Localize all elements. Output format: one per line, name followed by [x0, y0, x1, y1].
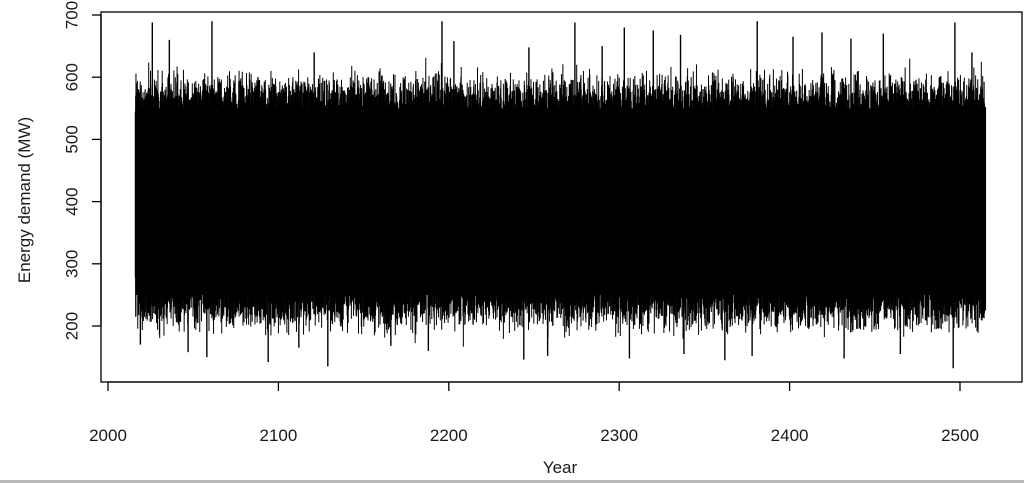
x-tick-label: 2300 — [600, 426, 638, 445]
x-axis: 2000 2100 2200 2300 2400 2500 — [89, 382, 979, 445]
y-tick-label: 300 — [63, 250, 82, 278]
x-tick-label: 2000 — [89, 426, 127, 445]
y-axis-label: Energy demand (MW) — [15, 117, 34, 283]
x-tick-label: 2500 — [941, 426, 979, 445]
y-tick-label: 400 — [63, 187, 82, 215]
y-tick-label: 600 — [63, 63, 82, 91]
x-tick-label: 2400 — [771, 426, 809, 445]
x-tick-label: 2200 — [430, 426, 468, 445]
y-tick-label: 200 — [63, 312, 82, 340]
bottom-rule — [0, 480, 1024, 483]
x-axis-label: Year — [543, 458, 578, 477]
series-energy-demand — [134, 21, 987, 369]
x-tick-label: 2100 — [259, 426, 297, 445]
y-axis: 200 300 400 500 600 700 — [63, 1, 101, 340]
series-dense-core — [135, 108, 986, 295]
y-tick-label: 500 — [63, 125, 82, 153]
y-tick-label: 700 — [63, 1, 82, 29]
